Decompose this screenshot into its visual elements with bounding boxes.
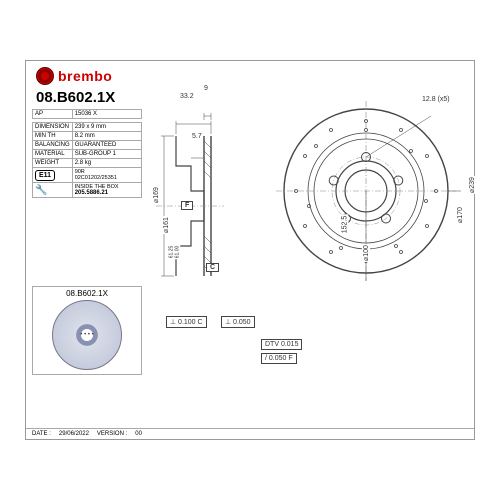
disc-preview-icon: [52, 300, 122, 370]
box-value: 205.5886.21: [75, 190, 108, 196]
dim-thickness: 9: [203, 85, 209, 92]
wrench-icon: 🔧: [35, 185, 47, 196]
drawing-footer: DATE : 29/06/2022 VERSION : 00: [26, 428, 474, 439]
spec-key: AP: [33, 110, 73, 119]
table-row: WEIGHT2.8 kg: [33, 159, 142, 168]
brembo-disc-icon: [36, 67, 54, 85]
tol-box-2: ⊥ 0.050: [221, 316, 255, 328]
table-row: MIN TH8.2 mm: [33, 132, 142, 141]
dim-hub: ⌀169: [152, 186, 160, 204]
datum-f: F: [181, 201, 193, 210]
date-label: DATE :: [32, 431, 51, 437]
dim-step: 5.7: [191, 133, 203, 140]
dim-bolt-circle: ⌀170: [456, 206, 464, 224]
dim-height: 152.5: [341, 215, 348, 235]
spec-val: 15036 X: [72, 110, 141, 119]
preview-partno: 08.B602.1X: [35, 289, 139, 298]
datum-c: C: [206, 263, 219, 272]
ece-code: 90R 02C01202/25351: [72, 168, 141, 183]
version-label: VERSION :: [97, 431, 127, 437]
table-row: E11 90R 02C01202/25351: [33, 168, 142, 183]
dim-centerbore: 61.25 61.00: [168, 245, 180, 260]
table-row: 🔧INSIDE THE BOX205.5886.21: [33, 183, 142, 198]
date-value: 29/06/2022: [59, 431, 89, 437]
version-value: 00: [135, 431, 142, 437]
dim-outer: ⌀239: [468, 176, 476, 194]
brand-logo: brembo: [36, 67, 112, 85]
e11-badge: E11: [35, 170, 55, 181]
technical-drawing: 33.2 9 5.7 ⌀169 ⌀161 61.25 61.00 ⊥ 0.100…: [151, 71, 471, 401]
table-row: AP15036 X: [33, 110, 142, 119]
dim-offset: 33.2: [179, 93, 195, 100]
table-row: DIMENSION239 x 9 mm: [33, 123, 142, 132]
dim-pitch: ⌀100: [362, 244, 370, 262]
table-row: BALANCINGGUARANTEED: [33, 141, 142, 150]
tol-box-1: ⊥ 0.100 C: [166, 316, 207, 328]
dtv-box: DTV 0.015: [261, 339, 302, 350]
spec-table: AP15036 X DIMENSION239 x 9 mm MIN TH8.2 …: [32, 109, 142, 198]
dim-bolt-hole: 12.8 (x5): [421, 96, 451, 103]
brand-name: brembo: [58, 68, 112, 84]
flat-box: / 0.050 F: [261, 353, 297, 364]
part-number: 08.B602.1X: [36, 89, 115, 106]
part-preview: 08.B602.1X: [32, 286, 142, 375]
dim-inner: ⌀161: [162, 216, 170, 234]
table-row: MATERIALSUB-GROUP 1: [33, 150, 142, 159]
drawing-sheet: brembo 08.B602.1X AP15036 X DIMENSION239…: [25, 60, 475, 440]
